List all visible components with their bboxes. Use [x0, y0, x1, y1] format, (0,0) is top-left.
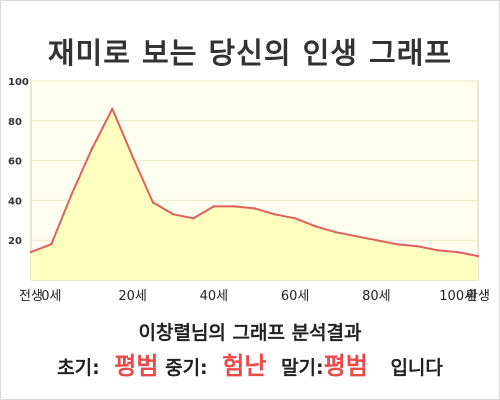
x-tick-label: 0세 [41, 289, 61, 304]
data-point [395, 242, 398, 246]
y-tick-label: 80 [8, 117, 22, 128]
data-point [456, 250, 459, 254]
x-tick-label: 60세 [281, 289, 310, 304]
data-point [273, 213, 277, 216]
y-tick-label: 20 [8, 236, 22, 247]
data-point [476, 254, 480, 258]
result-suffix: 입니다 [390, 357, 443, 379]
data-points [29, 107, 480, 258]
data-point [293, 217, 297, 220]
x-tick-label: 80세 [362, 289, 391, 304]
data-point [151, 201, 155, 204]
mid-label: 중기: [165, 357, 208, 379]
data-point [131, 155, 134, 158]
early-value: 평범 [114, 352, 159, 380]
data-point [111, 107, 114, 111]
data-point [354, 235, 358, 238]
late-label: 말기: [281, 357, 324, 379]
data-point [90, 147, 94, 150]
data-point [192, 217, 195, 220]
analysis-subtitle: 이창렬님의 그래프 분석결과 [138, 322, 362, 344]
x-tick-label: 100세 [439, 289, 476, 304]
data-point [70, 193, 73, 196]
y-tick-label: 40 [8, 196, 22, 207]
area-fill [31, 108, 478, 281]
data-point [415, 244, 419, 248]
data-point [334, 231, 337, 234]
data-point [314, 225, 317, 228]
chart-title: 재미로 보는 당신의 인생 그래프 [47, 36, 453, 70]
y-axis-ticks: 20 40 60 80 100 [8, 77, 29, 247]
analysis-result: 초기: 평범 중기: 험난 말기:평범 입니다 [0, 346, 500, 381]
x-tick-label: 20세 [118, 289, 147, 304]
data-point [29, 250, 33, 254]
data-point [50, 242, 53, 246]
mid-value: 험난 [222, 352, 267, 380]
x-tick-label: 환생 [466, 289, 490, 304]
early-label: 초기: [57, 357, 100, 379]
data-point [212, 205, 216, 208]
x-tick-label: 40세 [200, 289, 229, 304]
y-tick-label: 60 [8, 157, 22, 168]
data-point [232, 205, 236, 208]
data-point [375, 239, 378, 242]
x-tick-label: 전생 [19, 289, 43, 304]
late-value: 평범 [323, 352, 368, 380]
data-point [172, 213, 175, 216]
y-tick-label: 100 [8, 77, 29, 88]
data-point [253, 207, 256, 210]
data-point [436, 248, 439, 252]
